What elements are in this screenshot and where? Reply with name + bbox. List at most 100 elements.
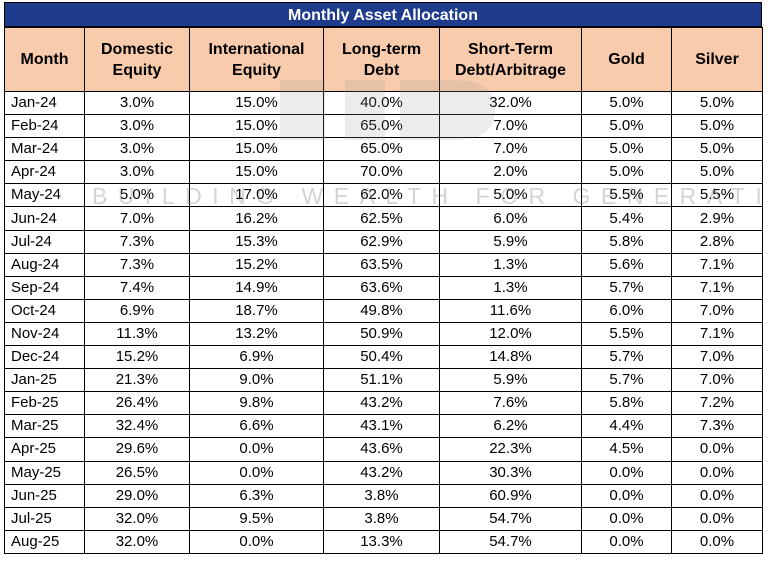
- cell-short-term-debt: 32.0%: [439, 90, 582, 116]
- cell-long-term-debt: 3.8%: [323, 483, 440, 508]
- cell-short-term-debt: 5.0%: [439, 183, 582, 208]
- cell-silver: 0.0%: [671, 437, 763, 462]
- cell-short-term-debt: 6.2%: [439, 414, 582, 439]
- cell-long-term-debt: 50.4%: [323, 345, 440, 370]
- cell-long-term-debt: 43.1%: [323, 414, 440, 439]
- cell-month: May-24: [4, 183, 85, 208]
- cell-domestic-equity: 7.0%: [84, 206, 190, 231]
- col-header-long-term-debt: Long-term Debt: [323, 27, 440, 92]
- cell-short-term-debt: 5.9%: [439, 229, 582, 254]
- cell-gold: 5.0%: [581, 160, 672, 185]
- asset-allocation-table: Month Domestic Equity International Equi…: [4, 27, 763, 554]
- cell-short-term-debt: 22.3%: [439, 437, 582, 462]
- cell-gold: 0.0%: [581, 506, 672, 531]
- table-row: May-25 26.5% 0.0% 43.2% 30.3% 0.0% 0.0%: [4, 460, 763, 485]
- table-body: Jan-24 3.0% 15.0% 40.0% 32.0% 5.0% 5.0% Feb-24 3…: [4, 90, 763, 554]
- cell-silver: 2.9%: [671, 206, 763, 231]
- cell-month: Mar-25: [4, 414, 85, 439]
- table-row: Feb-24 3.0% 15.0% 65.0% 7.0% 5.0% 5.0%: [4, 114, 763, 139]
- cell-long-term-debt: 70.0%: [323, 160, 440, 185]
- cell-domestic-equity: 11.3%: [84, 321, 190, 347]
- table-row: Jan-25 21.3% 9.0% 51.1% 5.9% 5.7% 7.0%: [4, 368, 763, 393]
- cell-gold: 0.0%: [581, 529, 672, 554]
- cell-international-equity: 15.2%: [189, 252, 324, 277]
- cell-gold: 0.0%: [581, 460, 672, 485]
- cell-gold: 4.5%: [581, 437, 672, 462]
- cell-domestic-equity: 7.4%: [84, 275, 190, 300]
- cell-long-term-debt: 3.8%: [323, 506, 440, 531]
- cell-silver: 5.0%: [671, 90, 763, 116]
- table-row: Feb-25 26.4% 9.8% 43.2% 7.6% 5.8% 7.2%: [4, 391, 763, 416]
- cell-long-term-debt: 51.1%: [323, 368, 440, 393]
- cell-gold: 5.6%: [581, 252, 672, 277]
- cell-long-term-debt: 62.0%: [323, 183, 440, 208]
- cell-silver: 5.5%: [671, 183, 763, 208]
- cell-gold: 5.4%: [581, 206, 672, 231]
- cell-domestic-equity: 3.0%: [84, 114, 190, 139]
- cell-gold: 5.7%: [581, 368, 672, 393]
- cell-month: Aug-24: [4, 252, 85, 277]
- cell-short-term-debt: 30.3%: [439, 460, 582, 485]
- cell-long-term-debt: 62.5%: [323, 206, 440, 231]
- cell-international-equity: 15.3%: [189, 229, 324, 254]
- cell-silver: 7.1%: [671, 252, 763, 277]
- cell-gold: 5.8%: [581, 229, 672, 254]
- cell-gold: 0.0%: [581, 483, 672, 508]
- cell-domestic-equity: 29.0%: [84, 483, 190, 508]
- cell-month: Jun-24: [4, 206, 85, 231]
- cell-domestic-equity: 32.0%: [84, 529, 190, 554]
- table-row: Dec-24 15.2% 6.9% 50.4% 14.8% 5.7% 7.0%: [4, 345, 763, 370]
- cell-month: Mar-24: [4, 137, 85, 162]
- cell-silver: 5.0%: [671, 137, 763, 162]
- col-header-short-term-debt: Short-Term Debt/Arbitrage: [439, 27, 582, 92]
- cell-long-term-debt: 63.6%: [323, 275, 440, 300]
- table-row: Sep-24 7.4% 14.9% 63.6% 1.3% 5.7% 7.1%: [4, 275, 763, 300]
- cell-month: May-25: [4, 460, 85, 485]
- cell-long-term-debt: 13.3%: [323, 529, 440, 554]
- cell-long-term-debt: 65.0%: [323, 114, 440, 139]
- cell-gold: 4.4%: [581, 414, 672, 439]
- cell-international-equity: 18.7%: [189, 298, 324, 323]
- cell-international-equity: 6.3%: [189, 483, 324, 508]
- cell-international-equity: 16.2%: [189, 206, 324, 231]
- cell-silver: 7.1%: [671, 321, 763, 347]
- cell-gold: 5.0%: [581, 90, 672, 116]
- cell-domestic-equity: 32.0%: [84, 506, 190, 531]
- cell-international-equity: 0.0%: [189, 437, 324, 462]
- cell-silver: 7.3%: [671, 414, 763, 439]
- cell-month: Jun-25: [4, 483, 85, 508]
- cell-gold: 5.7%: [581, 345, 672, 370]
- cell-domestic-equity: 7.3%: [84, 252, 190, 277]
- cell-month: Jan-25: [4, 368, 85, 393]
- cell-domestic-equity: 26.5%: [84, 460, 190, 485]
- cell-month: Jan-24: [4, 90, 85, 116]
- table-row: Aug-24 7.3% 15.2% 63.5% 1.3% 5.6% 7.1%: [4, 252, 763, 277]
- header-row: Month Domestic Equity International Equi…: [4, 27, 763, 92]
- cell-short-term-debt: 2.0%: [439, 160, 582, 185]
- cell-silver: 7.0%: [671, 368, 763, 393]
- table-row: Jul-24 7.3% 15.3% 62.9% 5.9% 5.8% 2.8%: [4, 229, 763, 254]
- cell-gold: 5.0%: [581, 114, 672, 139]
- cell-domestic-equity: 7.3%: [84, 229, 190, 254]
- cell-silver: 7.2%: [671, 391, 763, 416]
- cell-month: Oct-24: [4, 298, 85, 323]
- cell-month: Feb-25: [4, 391, 85, 416]
- cell-silver: 0.0%: [671, 483, 763, 508]
- cell-domestic-equity: 32.4%: [84, 414, 190, 439]
- cell-international-equity: 15.0%: [189, 114, 324, 139]
- table-row: Jun-25 29.0% 6.3% 3.8% 60.9% 0.0% 0.0%: [4, 483, 763, 508]
- cell-international-equity: 9.5%: [189, 506, 324, 531]
- cell-short-term-debt: 11.6%: [439, 298, 582, 323]
- table-row: Jan-24 3.0% 15.0% 40.0% 32.0% 5.0% 5.0%: [4, 90, 763, 116]
- cell-long-term-debt: 65.0%: [323, 137, 440, 162]
- asset-allocation-table-container: Monthly Asset Allocation Month Domestic …: [4, 2, 763, 554]
- cell-short-term-debt: 54.7%: [439, 529, 582, 554]
- cell-silver: 5.0%: [671, 160, 763, 185]
- cell-domestic-equity: 26.4%: [84, 391, 190, 416]
- table-row: Nov-24 11.3% 13.2% 50.9% 12.0% 5.5% 7.1%: [4, 321, 763, 347]
- cell-international-equity: 17.0%: [189, 183, 324, 208]
- cell-domestic-equity: 5.0%: [84, 183, 190, 208]
- cell-silver: 2.8%: [671, 229, 763, 254]
- cell-long-term-debt: 43.6%: [323, 437, 440, 462]
- col-header-silver: Silver: [671, 27, 763, 92]
